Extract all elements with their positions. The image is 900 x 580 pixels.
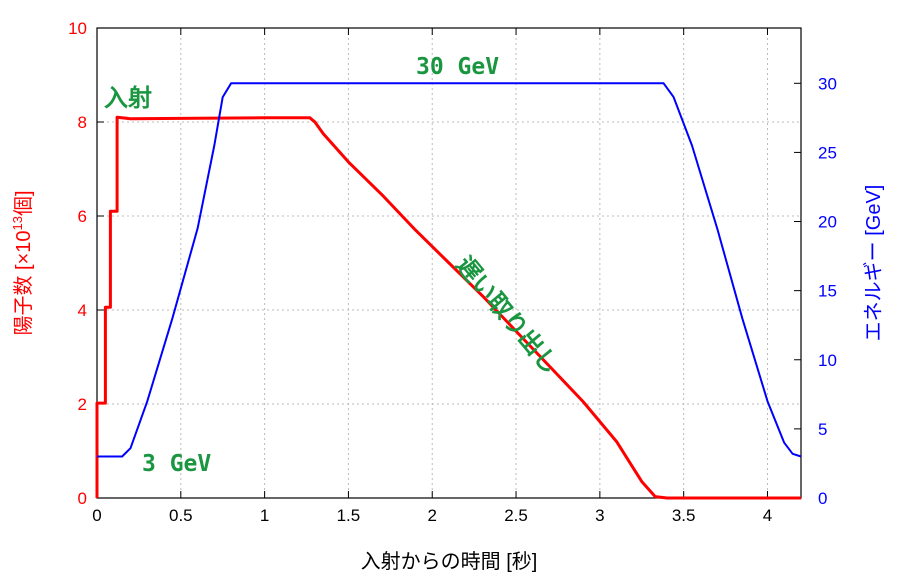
plot-frame [96,27,802,499]
left-y-axis-title: 陽子数 [×1013個] [10,190,35,335]
right-y-tick-label: 15 [818,282,837,301]
x-tick-label: 0.5 [169,506,193,525]
x-tick-label: 4 [763,506,772,525]
right-y-tick-label: 25 [818,143,837,162]
right-y-axis-ticks: 0 5 10 15 20 25 30 [794,74,837,508]
right-y-tick-label: 10 [818,351,837,370]
right-y-tick-label: 30 [818,74,837,93]
x-axis-title: 入射からの時間 [秒] [361,550,538,573]
left-y-axis-ticks: 0 2 4 6 8 10 [68,19,104,508]
left-y-tick-label: 10 [68,19,87,38]
right-y-tick-label: 5 [818,420,827,439]
left-y-tick-label: 0 [78,489,87,508]
x-tick-label: 3 [595,506,604,525]
right-y-tick-label: 0 [818,489,827,508]
x-axis-ticks: 0 0.5 1 1.5 2 2.5 3 3.5 4 [92,28,772,525]
right-y-tick-label: 20 [818,213,837,232]
left-y-tick-label: 8 [78,113,87,132]
annotation-3gev: 3 GeV [142,451,211,477]
x-tick-label: 1 [260,506,269,525]
energy-line [97,82,802,458]
proton-count-line [95,115,801,500]
series-layer [95,82,802,500]
left-y-tick-label: 6 [78,207,87,226]
x-tick-label: 0 [92,506,101,525]
left-y-tick-label: 4 [78,301,87,320]
x-tick-label: 2 [428,506,437,525]
annotation-slow-extraction: 遅い取り出し [450,251,564,379]
x-tick-label: 3.5 [672,506,696,525]
annotation-30gev: 30 GeV [416,54,499,80]
x-tick-label: 1.5 [337,506,361,525]
right-y-axis-title: エネルギー [GeV] [862,185,885,342]
left-y-tick-label: 2 [78,395,87,414]
annotation-injection: 入射 [104,84,152,112]
x-tick-label: 2.5 [504,506,528,525]
